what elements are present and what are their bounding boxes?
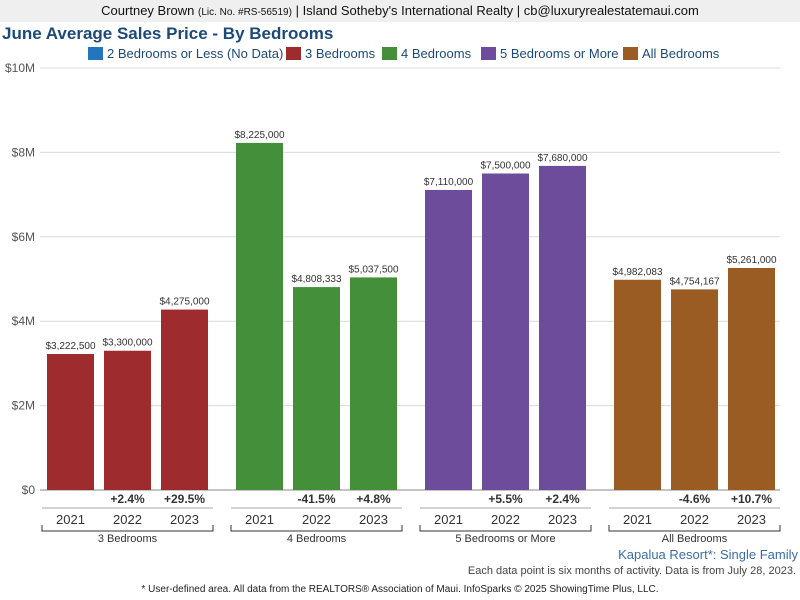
legend-item-2br[interactable]: 2 Bedrooms or Less (No Data) bbox=[88, 46, 283, 62]
bar bbox=[236, 142, 283, 490]
data-label: $7,500,000 bbox=[480, 161, 530, 172]
bar bbox=[293, 287, 340, 490]
group-label: 4 Bedrooms bbox=[287, 533, 347, 545]
legend-label: All Bedrooms bbox=[642, 46, 720, 61]
legend-label: 2 Bedrooms or Less (No Data) bbox=[107, 46, 284, 61]
group-bracket bbox=[41, 525, 214, 532]
x-tick-label: 2022 bbox=[491, 512, 520, 527]
group-bracket bbox=[419, 525, 592, 532]
data-label: $4,275,000 bbox=[159, 297, 209, 308]
data-label: $7,110,000 bbox=[424, 177, 474, 188]
bar bbox=[614, 279, 661, 490]
legend-item-all[interactable]: All Bedrooms bbox=[623, 46, 719, 62]
data-label: $4,808,333 bbox=[291, 274, 341, 285]
source-note: * User-defined area. All data from the R… bbox=[141, 584, 659, 595]
legend-label: 3 Bedrooms bbox=[305, 46, 376, 61]
y-tick-label: $10M bbox=[5, 61, 35, 75]
change-label: +4.8% bbox=[356, 492, 391, 506]
y-tick-label: $4M bbox=[12, 314, 35, 328]
group-label: 5 Bedrooms or More bbox=[455, 533, 555, 545]
change-label: +2.4% bbox=[110, 492, 145, 506]
bar bbox=[425, 189, 472, 490]
data-label: $5,261,000 bbox=[726, 255, 776, 266]
legend-swatch bbox=[382, 47, 397, 60]
data-label: $4,754,167 bbox=[669, 276, 719, 287]
change-label: +10.7% bbox=[731, 492, 772, 506]
legend-swatch bbox=[286, 47, 301, 60]
legend: 2 Bedrooms or Less (No Data) 3 Bedrooms … bbox=[88, 46, 800, 64]
data-label: $8,225,000 bbox=[234, 130, 284, 141]
data-label: $3,300,000 bbox=[102, 338, 152, 349]
legend-item-3br[interactable]: 3 Bedrooms bbox=[286, 46, 375, 62]
legend-swatch bbox=[481, 47, 496, 60]
x-tick-label: 2022 bbox=[680, 512, 709, 527]
legend-item-4br[interactable]: 4 Bedrooms bbox=[382, 46, 471, 62]
x-tick-label: 2023 bbox=[170, 512, 199, 527]
bar bbox=[728, 267, 775, 490]
bar bbox=[47, 354, 94, 490]
bar bbox=[482, 173, 529, 490]
legend-label: 5 Bedrooms or More bbox=[500, 46, 619, 61]
change-label: -41.5% bbox=[297, 492, 335, 506]
bar bbox=[350, 277, 397, 490]
x-tick-label: 2021 bbox=[245, 512, 274, 527]
change-label: +5.5% bbox=[488, 492, 523, 506]
change-label: -4.6% bbox=[679, 492, 711, 506]
region-label: Kapalua Resort*: Single Family bbox=[618, 547, 798, 562]
data-note: Each data point is six months of activit… bbox=[467, 565, 796, 577]
bar bbox=[539, 165, 586, 491]
change-label: +2.4% bbox=[545, 492, 580, 506]
legend-swatch bbox=[623, 47, 638, 60]
legend-swatch bbox=[88, 47, 103, 60]
group-bracket bbox=[608, 525, 781, 532]
x-tick-label: 2021 bbox=[56, 512, 85, 527]
x-tick-label: 2022 bbox=[302, 512, 331, 527]
header-bar: Courtney Brown (Lic. No. #RS-56519) | Is… bbox=[0, 0, 800, 22]
legend-item-5br[interactable]: 5 Bedrooms or More bbox=[481, 46, 619, 62]
change-label: +29.5% bbox=[164, 492, 205, 506]
y-tick-label: $2M bbox=[12, 399, 35, 413]
x-tick-label: 2023 bbox=[548, 512, 577, 527]
group-label: 3 Bedrooms bbox=[98, 533, 158, 545]
data-label: $4,982,083 bbox=[612, 267, 662, 278]
x-tick-label: 2023 bbox=[359, 512, 388, 527]
y-tick-label: $0 bbox=[22, 483, 36, 497]
y-tick-label: $6M bbox=[12, 230, 35, 244]
x-tick-label: 2021 bbox=[434, 512, 463, 527]
brokerage-info: | Island Sotheby's International Realty … bbox=[295, 3, 699, 18]
data-label: $3,222,500 bbox=[45, 341, 95, 352]
license-number: (Lic. No. #RS-56519) bbox=[198, 7, 292, 18]
chart-title: June Average Sales Price - By Bedrooms bbox=[2, 24, 334, 43]
group-label: All Bedrooms bbox=[662, 533, 728, 545]
bar bbox=[161, 309, 208, 490]
x-tick-label: 2023 bbox=[737, 512, 766, 527]
x-tick-label: 2022 bbox=[113, 512, 142, 527]
group-bracket bbox=[230, 525, 403, 532]
bar bbox=[671, 289, 718, 490]
y-tick-label: $8M bbox=[12, 145, 35, 159]
data-label: $7,680,000 bbox=[537, 153, 587, 164]
legend-label: 4 Bedrooms bbox=[401, 46, 472, 61]
data-label: $5,037,500 bbox=[348, 264, 398, 275]
agent-name: Courtney Brown bbox=[101, 3, 195, 18]
bar bbox=[104, 350, 151, 490]
x-tick-label: 2021 bbox=[623, 512, 652, 527]
